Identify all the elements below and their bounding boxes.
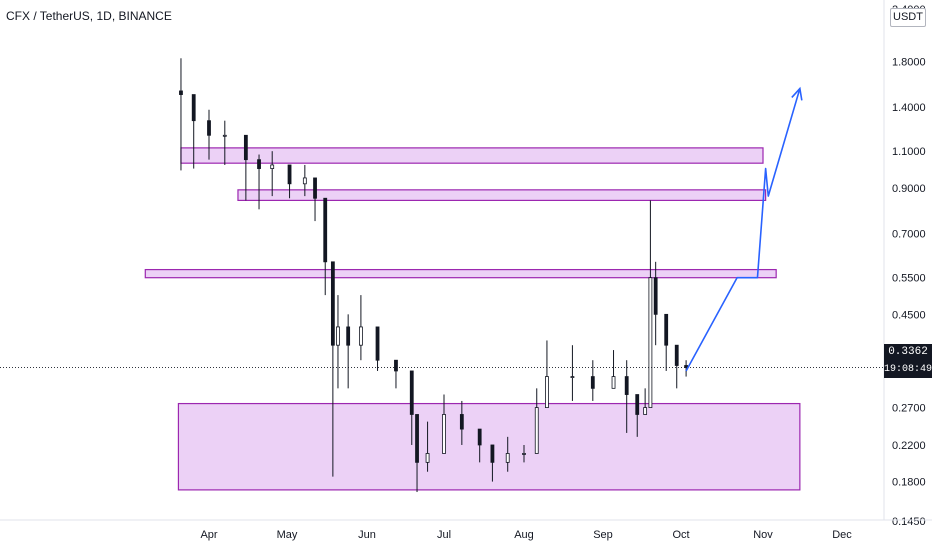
candle-body <box>624 376 629 395</box>
projection-line <box>685 88 801 372</box>
chart-title: CFX / TetherUS, 1D, BINANCE <box>6 9 172 23</box>
price-projection-path <box>685 86 803 372</box>
support-resistance-zones <box>144 147 801 491</box>
candle-body <box>522 453 526 455</box>
price-tick-label: 0.1450 <box>892 516 926 528</box>
candle-body <box>425 453 430 463</box>
candle-body <box>375 326 380 361</box>
bar-countdown: 19:08:49 <box>884 364 932 375</box>
time-tick-label: Aug <box>514 529 534 541</box>
zone-2 <box>237 189 767 202</box>
candle-body <box>664 313 669 346</box>
candle-body <box>442 414 446 454</box>
price-tick-label: 0.2700 <box>892 403 926 415</box>
candle-body <box>534 407 539 454</box>
candle-body <box>674 344 679 366</box>
candle-body <box>330 261 335 346</box>
candle-body <box>459 414 464 430</box>
price-tick-label: 0.7000 <box>892 229 926 241</box>
candle-body <box>643 407 648 415</box>
candle-body <box>346 326 351 346</box>
candle-body <box>590 376 595 389</box>
candle-body <box>477 428 482 446</box>
candle-body <box>490 444 495 463</box>
price-tick-label: 0.5500 <box>892 273 926 285</box>
candle-body <box>359 326 363 346</box>
price-tick-label: 0.9000 <box>892 183 926 195</box>
candle-body <box>648 277 653 408</box>
time-tick-label: Jun <box>358 529 376 541</box>
time-tick-label: Sep <box>593 529 613 541</box>
last-price-tag: 0.3362 19:08:49 <box>884 344 932 378</box>
candle-body <box>287 164 292 185</box>
time-tick-label: Jul <box>437 529 451 541</box>
candle-body <box>207 120 211 136</box>
time-axis[interactable]: Apr May Jun Jul Aug Sep Oct Nov Dec <box>0 519 932 541</box>
price-tick-label: 0.1800 <box>892 477 926 489</box>
candle-body <box>409 370 414 415</box>
candle-body <box>505 453 510 463</box>
candle-body <box>394 359 398 372</box>
price-tick-label: 1.4000 <box>892 102 926 114</box>
candle-body <box>611 376 616 389</box>
time-tick-label: Apr <box>200 529 217 541</box>
candle-body <box>545 376 549 408</box>
zone-1 <box>180 147 764 164</box>
time-tick-label: Nov <box>753 529 773 541</box>
price-tick-label: 1.1000 <box>892 146 926 158</box>
candle-body <box>336 326 340 346</box>
zone-3 <box>144 268 777 279</box>
candle-body <box>635 394 640 415</box>
price-tick-label: 1.8000 <box>892 56 926 68</box>
last-price-value: 0.3362 <box>888 346 928 358</box>
projection-arrowhead <box>791 86 803 101</box>
candle-body <box>179 90 183 95</box>
candle-body <box>415 414 419 463</box>
candle-body <box>684 365 688 368</box>
candle-body <box>653 277 658 315</box>
price-axis[interactable]: 2.40001.80001.40001.10000.90000.70000.55… <box>883 0 926 528</box>
time-tick-label: May <box>277 529 298 541</box>
candle-body <box>302 177 307 185</box>
candle-body <box>270 164 275 169</box>
time-tick-label: Dec <box>832 529 852 541</box>
axis-unit-label[interactable]: USDT <box>890 8 926 27</box>
candle-body <box>257 159 261 169</box>
candle-body <box>222 134 227 137</box>
time-tick-label: Oct <box>672 529 689 541</box>
candle-body <box>323 197 328 263</box>
price-candles <box>179 58 688 493</box>
candle-body <box>191 94 196 122</box>
price-tick-label: 0.4500 <box>892 309 926 321</box>
price-tick-label: 0.2200 <box>892 440 926 452</box>
candle-body <box>570 376 575 378</box>
candle-body <box>313 177 317 199</box>
zone-4 <box>177 402 801 491</box>
candle-body <box>243 134 248 161</box>
